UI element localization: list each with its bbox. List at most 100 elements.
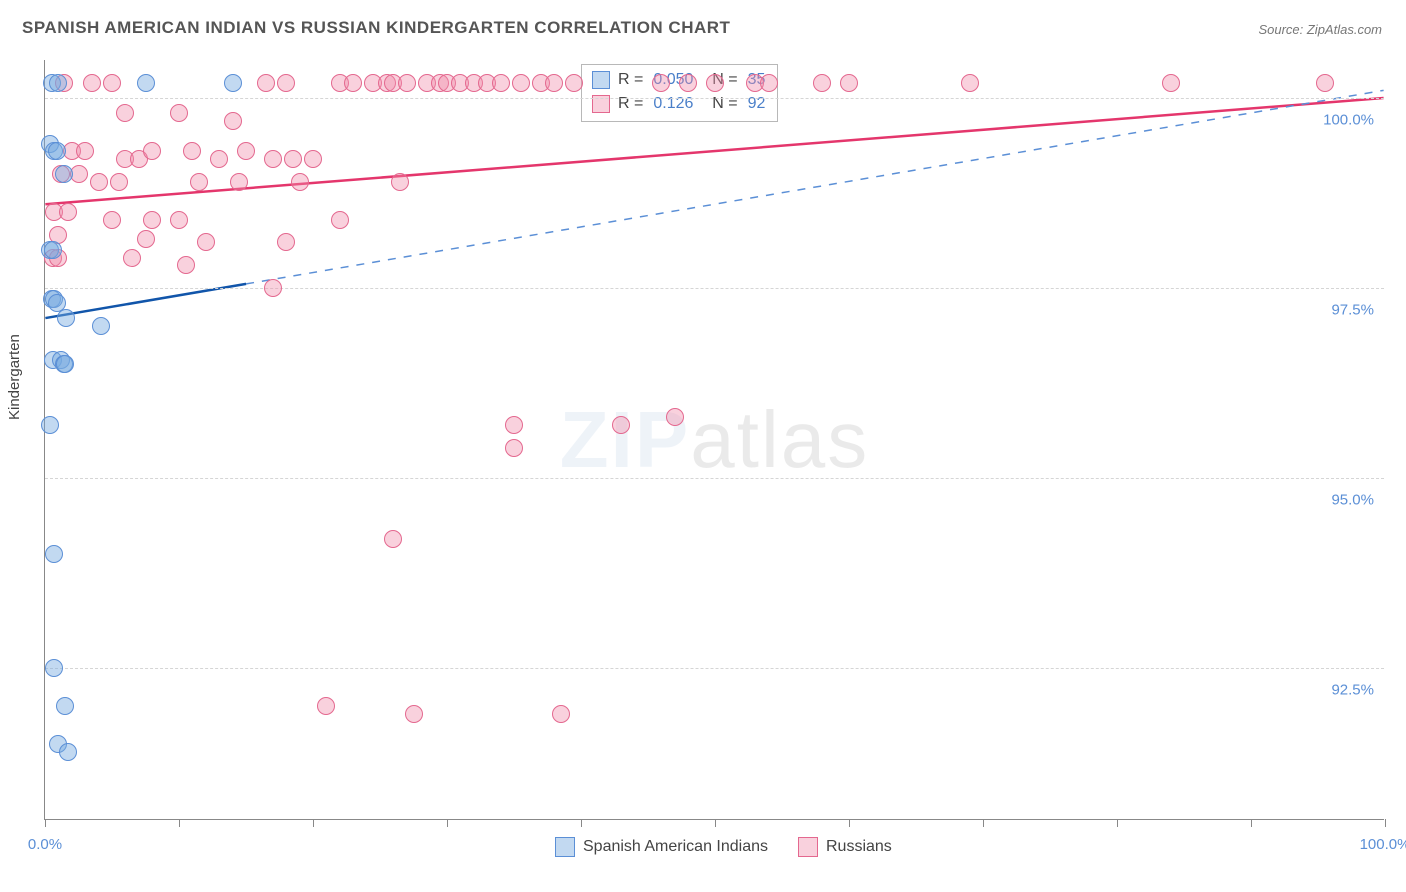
pink-point (291, 173, 309, 191)
pink-point (505, 439, 523, 457)
y-axis-label: Kindergarten (6, 334, 23, 420)
chart-container: SPANISH AMERICAN INDIAN VS RUSSIAN KINDE… (0, 0, 1406, 892)
pink-point (224, 112, 242, 130)
x-tick (45, 819, 46, 827)
pink-point (706, 74, 724, 92)
x-tick (1117, 819, 1118, 827)
pink-point (177, 256, 195, 274)
blue-point (45, 659, 63, 677)
x-tick-label: 100.0% (1360, 836, 1406, 853)
pink-point (545, 74, 563, 92)
blue-point (57, 309, 75, 327)
x-tick (849, 819, 850, 827)
pink-point (398, 74, 416, 92)
blue-point (45, 545, 63, 563)
x-tick (313, 819, 314, 827)
pink-point (103, 211, 121, 229)
blue-point (56, 697, 74, 715)
stat-r-label: R = (618, 68, 643, 92)
pink-point (1316, 74, 1334, 92)
pink-point (237, 142, 255, 160)
legend-label: Spanish American Indians (583, 838, 768, 855)
legend-item-blue: Spanish American Indians (555, 837, 768, 857)
pink-point (137, 230, 155, 248)
pink-point (961, 74, 979, 92)
pink-point (116, 104, 134, 122)
blue-point (224, 74, 242, 92)
blue-point (137, 74, 155, 92)
pink-point (143, 211, 161, 229)
chart-title: SPANISH AMERICAN INDIAN VS RUSSIAN KINDE… (22, 18, 730, 38)
y-gridline (45, 98, 1384, 99)
pink-point (143, 142, 161, 160)
blue-swatch-icon (592, 71, 610, 89)
x-tick-label: 0.0% (28, 836, 62, 853)
pink-point (197, 233, 215, 251)
y-tick-label: 100.0% (1323, 112, 1374, 129)
trend-lines-layer (45, 60, 1384, 819)
pink-point (612, 416, 630, 434)
pink-point (652, 74, 670, 92)
pink-point (90, 173, 108, 191)
legend-item-pink: Russians (798, 837, 892, 857)
stats-legend-box: R = 0.050 N = 35R = 0.126 N = 92 (581, 64, 778, 122)
pink-point (304, 150, 322, 168)
plot-area: ZIPatlas R = 0.050 N = 35R = 0.126 N = 9… (44, 60, 1384, 820)
stat-r-value: 0.126 (651, 92, 695, 116)
pink-point (840, 74, 858, 92)
stats-row-pink: R = 0.126 N = 92 (592, 92, 767, 116)
x-tick (1385, 819, 1386, 827)
blue-point (48, 142, 66, 160)
y-tick-label: 95.0% (1331, 492, 1374, 509)
x-tick (179, 819, 180, 827)
pink-point (344, 74, 362, 92)
pink-point (230, 173, 248, 191)
pink-point (666, 408, 684, 426)
pink-point (264, 150, 282, 168)
x-tick (983, 819, 984, 827)
pink-point (391, 173, 409, 191)
pink-point (277, 233, 295, 251)
pink-point (210, 150, 228, 168)
pink-point (170, 104, 188, 122)
x-tick (447, 819, 448, 827)
y-gridline (45, 478, 1384, 479)
x-axis-legend: Spanish American Indians Russians (555, 837, 892, 857)
blue-point (41, 416, 59, 434)
blue-point (56, 355, 74, 373)
pink-point (103, 74, 121, 92)
pink-point (123, 249, 141, 267)
blue-point (44, 241, 62, 259)
pink-point (331, 211, 349, 229)
pink-point (317, 697, 335, 715)
pink-point (257, 74, 275, 92)
source-attribution: Source: ZipAtlas.com (1258, 22, 1382, 37)
blue-point (49, 74, 67, 92)
pink-point (505, 416, 523, 434)
legend-label: Russians (826, 838, 892, 855)
pink-point (83, 74, 101, 92)
y-tick-label: 92.5% (1331, 682, 1374, 699)
pink-point (760, 74, 778, 92)
blue-swatch-icon (555, 837, 575, 857)
pink-point (170, 211, 188, 229)
pink-point (1162, 74, 1180, 92)
pink-point (277, 74, 295, 92)
x-tick (581, 819, 582, 827)
pink-point (512, 74, 530, 92)
y-tick-label: 97.5% (1331, 302, 1374, 319)
pink-point (565, 74, 583, 92)
pink-swatch-icon (798, 837, 818, 857)
pink-point (492, 74, 510, 92)
x-tick (715, 819, 716, 827)
pink-point (76, 142, 94, 160)
pink-point (190, 173, 208, 191)
watermark: ZIPatlas (560, 394, 869, 486)
pink-point (679, 74, 697, 92)
blue-point (59, 743, 77, 761)
blue-point (55, 165, 73, 183)
blue-point (92, 317, 110, 335)
stat-n-value: 92 (746, 92, 768, 116)
pink-point (813, 74, 831, 92)
y-gridline (45, 668, 1384, 669)
